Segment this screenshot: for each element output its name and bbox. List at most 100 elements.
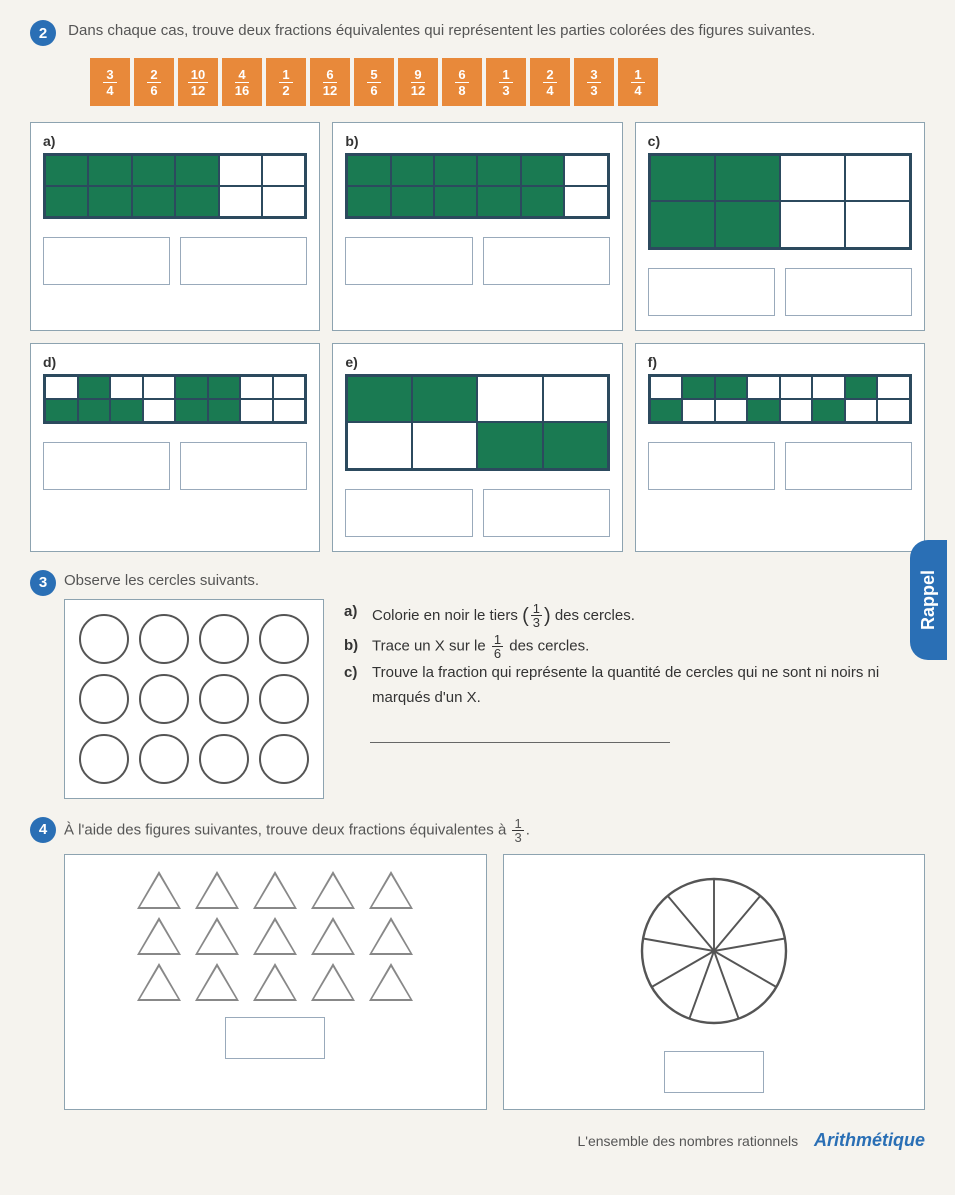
q3-a-frac-n: 1	[531, 602, 542, 616]
pie-chart[interactable]	[634, 871, 794, 1031]
circle[interactable]	[199, 674, 249, 724]
fraction-tile[interactable]: 68	[442, 58, 482, 106]
triangle[interactable]	[137, 871, 181, 909]
answer-box[interactable]	[648, 442, 775, 490]
triangle[interactable]	[137, 917, 181, 955]
triangle[interactable]	[311, 963, 355, 1001]
answer-box[interactable]	[180, 442, 307, 490]
triangle[interactable]	[137, 963, 181, 1001]
circle[interactable]	[139, 674, 189, 724]
fraction-tile[interactable]: 24	[530, 58, 570, 106]
grid-cell	[780, 201, 845, 247]
grid-cell	[845, 399, 878, 422]
cell-grid	[43, 153, 307, 219]
fraction-tile[interactable]: 612	[310, 58, 350, 106]
grid-cell	[132, 155, 175, 186]
q3-b-before: Trace un X sur le	[372, 637, 490, 654]
grid-cell	[477, 155, 520, 186]
grid-cell	[434, 155, 477, 186]
fraction-tile[interactable]: 34	[90, 58, 130, 106]
triangle[interactable]	[253, 917, 297, 955]
q4-frac-n: 1	[512, 817, 523, 831]
answer-box[interactable]	[345, 237, 472, 285]
triangle[interactable]	[369, 963, 413, 1001]
fraction-tile[interactable]: 26	[134, 58, 174, 106]
circle[interactable]	[79, 734, 129, 784]
circle[interactable]	[139, 734, 189, 784]
circle[interactable]	[79, 674, 129, 724]
grid-cell	[45, 155, 88, 186]
triangle[interactable]	[369, 917, 413, 955]
grid-cell	[391, 155, 434, 186]
q4-frac-d: 3	[514, 831, 521, 844]
fraction-tile[interactable]: 13	[486, 58, 526, 106]
answer-box[interactable]	[648, 268, 775, 316]
grid-cell	[132, 186, 175, 217]
figure-box: c)	[635, 122, 925, 331]
figure-label: a)	[43, 133, 307, 149]
triangle[interactable]	[253, 963, 297, 1001]
fraction-tile[interactable]: 56	[354, 58, 394, 106]
triangle[interactable]	[195, 917, 239, 955]
fraction-tile[interactable]: 912	[398, 58, 438, 106]
grid-cell	[845, 376, 878, 399]
footer-text: L'ensemble des nombres rationnels	[578, 1133, 799, 1149]
grid-cell	[347, 155, 390, 186]
grid-cell	[273, 376, 306, 399]
grid-cell	[715, 376, 748, 399]
grid-cell	[219, 155, 262, 186]
q3-answer-line[interactable]	[370, 725, 670, 743]
fraction-tile[interactable]: 416	[222, 58, 262, 106]
q3-a-after: des cercles.	[551, 607, 635, 624]
grid-cell	[780, 155, 845, 201]
grid-cell	[219, 186, 262, 217]
circle[interactable]	[259, 674, 309, 724]
answer-box[interactable]	[43, 442, 170, 490]
answer-row	[43, 237, 307, 285]
grid-cell	[477, 376, 542, 422]
cell-grid	[648, 374, 912, 424]
figure-label: c)	[648, 133, 912, 149]
triangle[interactable]	[195, 871, 239, 909]
circle[interactable]	[79, 614, 129, 664]
triangles-grid[interactable]	[137, 871, 413, 1001]
circle[interactable]	[199, 734, 249, 784]
circle[interactable]	[139, 614, 189, 664]
grid-cell	[412, 376, 477, 422]
answer-row	[345, 237, 609, 285]
fraction-tile[interactable]: 12	[266, 58, 306, 106]
answer-box[interactable]	[180, 237, 307, 285]
answer-box[interactable]	[345, 489, 472, 537]
grid-cell	[175, 376, 208, 399]
q2-text: Dans chaque cas, trouve deux fractions é…	[68, 22, 815, 39]
grid-cell	[45, 399, 78, 422]
answer-box[interactable]	[785, 268, 912, 316]
answer-box[interactable]	[483, 237, 610, 285]
fraction-tile[interactable]: 14	[618, 58, 658, 106]
fraction-tile[interactable]: 33	[574, 58, 614, 106]
q3-c-label: c)	[344, 660, 366, 711]
q4-answer-box-2[interactable]	[664, 1051, 764, 1093]
triangle[interactable]	[195, 963, 239, 1001]
triangle[interactable]	[253, 871, 297, 909]
circle[interactable]	[259, 734, 309, 784]
q2-number: 2	[30, 20, 56, 46]
figure-box: f)	[635, 343, 925, 552]
triangle[interactable]	[369, 871, 413, 909]
answer-box[interactable]	[43, 237, 170, 285]
answer-box[interactable]	[483, 489, 610, 537]
q3-b-after: des cercles.	[505, 637, 589, 654]
fraction-tile[interactable]: 1012	[178, 58, 218, 106]
circle[interactable]	[199, 614, 249, 664]
q4-pie-box	[503, 854, 926, 1110]
grid-cell	[434, 186, 477, 217]
q4-answer-box-1[interactable]	[225, 1017, 325, 1059]
triangle[interactable]	[311, 917, 355, 955]
circles-grid[interactable]	[79, 614, 309, 784]
triangle[interactable]	[311, 871, 355, 909]
answer-box[interactable]	[785, 442, 912, 490]
grid-cell	[143, 376, 176, 399]
grid-cell	[812, 399, 845, 422]
grid-cell	[208, 399, 241, 422]
circle[interactable]	[259, 614, 309, 664]
